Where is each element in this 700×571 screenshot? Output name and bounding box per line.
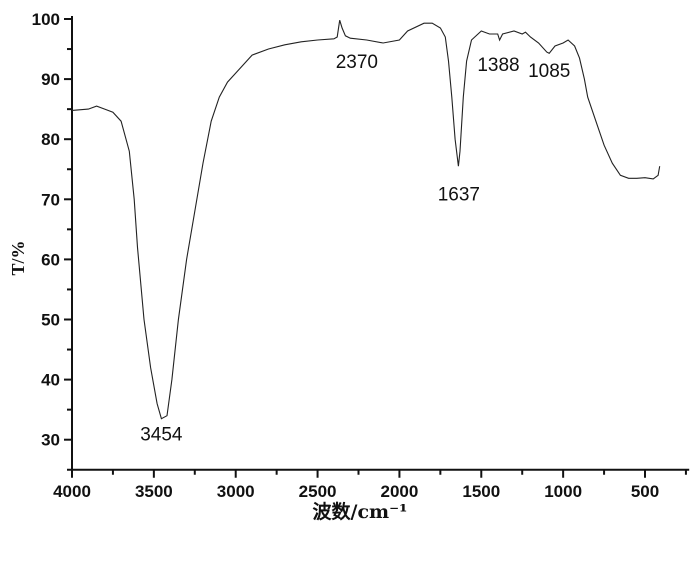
x-axis-label: 波数/cm⁻¹ [313,500,408,523]
x-tick-label: 1500 [462,482,500,501]
peak-label: 1637 [438,184,480,205]
x-tick-label: 3000 [217,482,255,501]
y-axis-label: T/% [8,240,28,275]
axes: 30 40 50 60 70 80 90 100 4000 3500 3000 2500 2000 150… [32,10,690,501]
x-tick-label: 2500 [299,482,337,501]
y-tick-label: 60 [41,250,60,269]
y-tick-label: 50 [41,311,60,330]
y-tick-label: 80 [41,130,60,149]
peak-label: 1085 [528,61,570,82]
peak-label: 3454 [140,425,183,446]
x-tick-label: 1000 [544,482,582,501]
spectrum-line [71,20,661,420]
y-tick-label: 30 [41,431,60,450]
x-tick-label: 4000 [53,482,91,501]
annotations: 3454 2370 1637 1388 1085 [140,52,570,446]
y-tick-label: 40 [41,371,60,390]
y-tick-label: 70 [41,190,60,209]
x-tick-label: 500 [631,482,659,501]
x-tick-label: 2000 [381,482,419,501]
x-tick-label: 3500 [135,482,173,501]
y-tick-label: 90 [41,70,60,89]
peak-label: 1388 [477,55,519,76]
peak-label: 2370 [336,52,378,73]
y-tick-label: 100 [32,10,60,29]
